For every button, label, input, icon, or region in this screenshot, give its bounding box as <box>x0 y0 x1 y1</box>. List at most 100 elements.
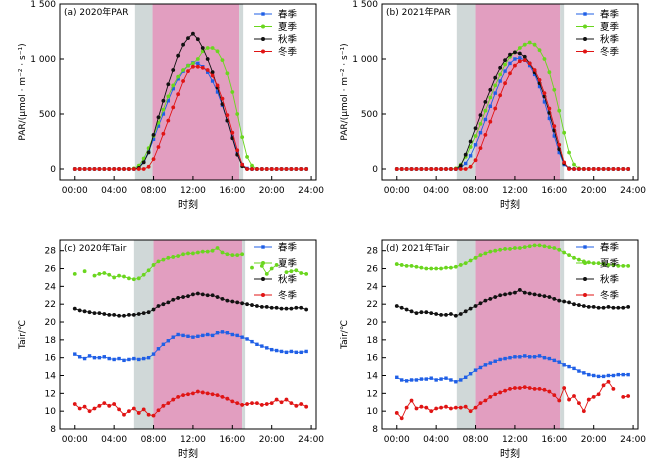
data-point <box>458 405 463 410</box>
data-point <box>414 167 419 171</box>
data-point <box>523 354 527 358</box>
data-point <box>171 297 176 302</box>
legend-label: 春季 <box>600 242 620 254</box>
data-point <box>141 167 146 171</box>
data-point <box>117 356 121 361</box>
data-point <box>453 167 458 171</box>
data-point <box>458 163 463 168</box>
data-point <box>235 148 240 153</box>
data-point <box>240 301 245 306</box>
data-point <box>532 68 537 72</box>
data-point <box>279 167 284 171</box>
data-point <box>424 167 429 171</box>
data-point <box>205 70 210 74</box>
legend-marker <box>583 261 587 265</box>
data-point <box>577 257 581 262</box>
data-point <box>141 407 146 412</box>
data-point <box>478 253 483 258</box>
y-tick-label: 28 <box>45 247 57 257</box>
data-point <box>245 302 249 307</box>
data-point <box>493 392 498 397</box>
data-point <box>409 398 414 403</box>
data-point <box>498 93 503 98</box>
data-point <box>161 257 166 262</box>
legend-label: 夏季 <box>600 21 620 33</box>
series-0 <box>73 330 308 363</box>
x-tick-label: 16:00 <box>219 435 245 445</box>
data-point <box>483 108 488 113</box>
data-point <box>463 161 468 166</box>
x-tick-label: 12:00 <box>180 435 206 445</box>
y-axis-label: Tair/℃ <box>18 320 28 350</box>
data-point <box>508 61 512 66</box>
data-point <box>542 244 547 249</box>
chart-panel-3: 8 10 12 14 16 18 20 22 24 26 28 00:00 04:00 08:00 12:0… <box>340 239 646 460</box>
data-point <box>151 263 156 267</box>
data-point <box>220 330 225 334</box>
data-point <box>493 91 497 95</box>
data-point <box>245 155 249 159</box>
data-point <box>621 263 626 268</box>
data-point <box>220 296 225 301</box>
data-point <box>304 404 309 409</box>
data-point <box>498 72 503 77</box>
shaded-band <box>242 240 246 429</box>
data-point <box>132 356 136 361</box>
y-axis-label: Tair/℃ <box>340 320 350 350</box>
data-point <box>289 401 294 406</box>
data-point <box>255 304 259 308</box>
data-point <box>517 46 522 50</box>
legend-marker <box>261 277 265 281</box>
data-point <box>87 310 92 315</box>
data-point <box>488 249 493 254</box>
data-point <box>230 130 235 135</box>
y-tick-label: 12 <box>45 389 56 399</box>
data-point <box>171 68 176 72</box>
data-point <box>601 305 606 310</box>
y-tick-label: 1 000 <box>352 55 378 65</box>
y-tick-label: 1 000 <box>30 55 56 65</box>
data-point <box>294 268 299 273</box>
data-point <box>399 263 404 267</box>
data-point <box>493 248 498 253</box>
data-point <box>611 386 616 391</box>
data-point <box>596 261 601 266</box>
data-point <box>483 398 488 403</box>
data-point <box>250 167 254 171</box>
series-0 <box>395 354 630 384</box>
data-point <box>230 299 235 304</box>
data-point <box>274 348 279 353</box>
data-point <box>547 116 552 121</box>
data-point <box>136 276 141 281</box>
data-point <box>151 137 156 141</box>
data-point <box>616 305 621 310</box>
data-point <box>434 266 439 271</box>
data-point <box>498 247 503 252</box>
data-point <box>419 377 424 381</box>
data-point <box>473 368 478 372</box>
data-point <box>532 292 537 297</box>
series-3 <box>394 58 631 171</box>
data-point <box>591 304 596 309</box>
data-point <box>92 273 97 278</box>
data-point <box>399 378 404 382</box>
data-point <box>97 403 102 408</box>
data-point <box>606 379 611 384</box>
legend-marker <box>583 12 587 16</box>
data-point <box>581 304 586 308</box>
data-point <box>444 312 448 317</box>
data-point <box>102 401 107 406</box>
data-point <box>513 63 517 68</box>
data-point <box>449 378 453 382</box>
data-point <box>498 390 503 395</box>
data-point <box>459 378 463 382</box>
data-point <box>304 167 309 171</box>
data-point <box>493 75 498 80</box>
data-point <box>250 401 254 406</box>
data-point <box>439 266 443 271</box>
data-point <box>596 305 601 310</box>
data-point <box>127 276 131 281</box>
data-point <box>517 59 522 64</box>
data-point <box>72 167 77 171</box>
